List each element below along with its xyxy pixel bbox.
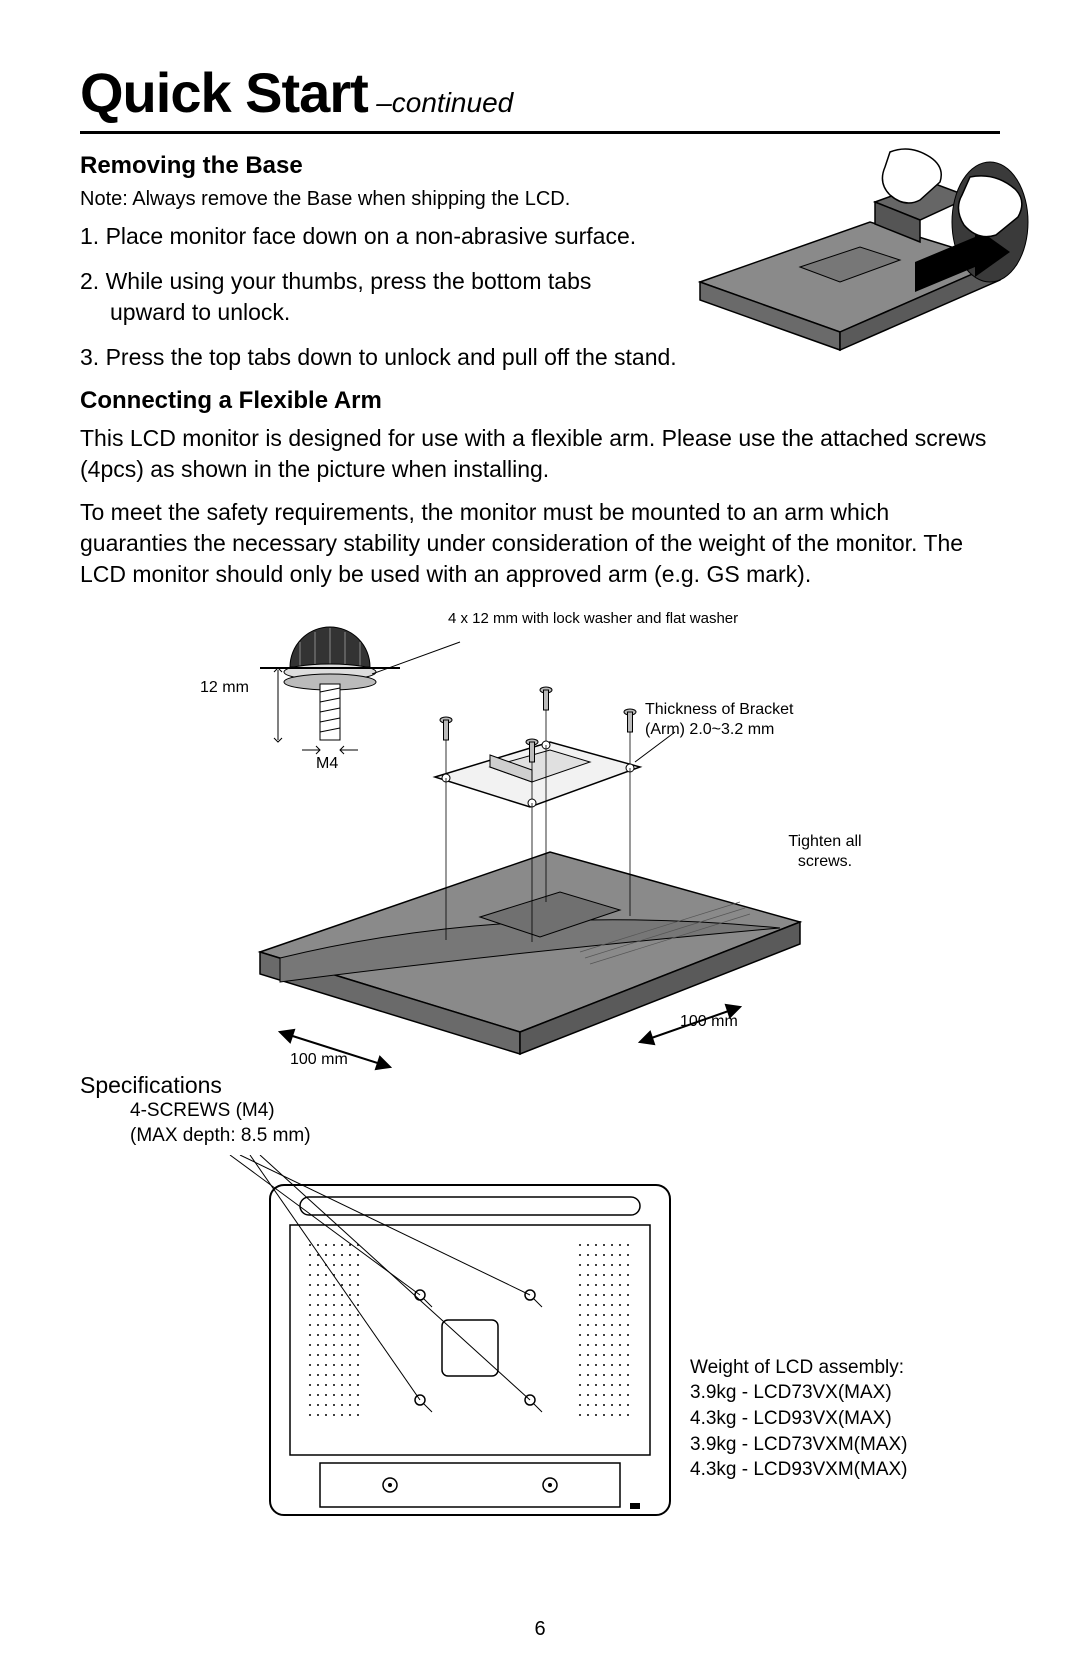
step-2: While using your thumbs, press the botto…	[80, 266, 640, 328]
weight-block: Weight of LCD assembly: 3.9kg - LCD73VX(…	[690, 1355, 908, 1483]
title-sub: –continued	[376, 87, 513, 118]
removing-base-steps: Place monitor face down on a non-abrasiv…	[80, 221, 640, 328]
weight-row-0: 3.9kg - LCD73VX(MAX)	[690, 1380, 908, 1406]
weight-row-2: 3.9kg - LCD73VXM(MAX)	[690, 1432, 908, 1458]
title-main: Quick Start	[80, 61, 368, 124]
bracket-thickness-label: Thickness of Bracket (Arm) 2.0~3.2 mm	[645, 700, 815, 738]
weight-row-1: 4.3kg - LCD93VX(MAX)	[690, 1406, 908, 1432]
tighten-label: Tighten all screws.	[770, 832, 880, 870]
dim-left-label: 100 mm	[290, 1050, 348, 1069]
removing-base-block: Removing the Base Note: Always remove th…	[80, 152, 1000, 373]
step-1: Place monitor face down on a non-abrasiv…	[80, 221, 640, 252]
page-title-row: Quick Start –continued	[80, 60, 1000, 134]
removing-base-note: Note: Always remove the Base when shippi…	[80, 188, 640, 211]
spec-line2: (MAX depth: 8.5 mm)	[130, 1124, 1000, 1149]
screw-spec-label: 4 x 12 mm with lock washer and flat wash…	[448, 610, 738, 628]
flex-arm-heading: Connecting a Flexible Arm	[80, 387, 1000, 415]
screw-thread-label: M4	[316, 754, 338, 773]
spec-line1: 4-SCREWS (M4)	[130, 1099, 1000, 1124]
flex-arm-p1: This LCD monitor is designed for use wit…	[80, 423, 1000, 485]
mounting-diagram: 4 x 12 mm with lock washer and flat wash…	[80, 602, 1000, 1072]
removing-base-heading: Removing the Base	[80, 152, 640, 180]
weight-row-3: 4.3kg - LCD93VXM(MAX)	[690, 1457, 908, 1483]
rear-view-area: Weight of LCD assembly: 3.9kg - LCD73VX(…	[80, 1155, 1000, 1585]
flex-arm-p2: To meet the safety requirements, the mon…	[80, 497, 1000, 590]
remove-base-illustration	[670, 142, 1030, 362]
specifications-heading: Specifications	[80, 1072, 1000, 1099]
screw-length-label: 12 mm	[200, 678, 249, 697]
dim-right-label: 100 mm	[680, 1012, 738, 1031]
page-number: 6	[0, 1618, 1080, 1641]
weight-heading: Weight of LCD assembly:	[690, 1355, 908, 1381]
